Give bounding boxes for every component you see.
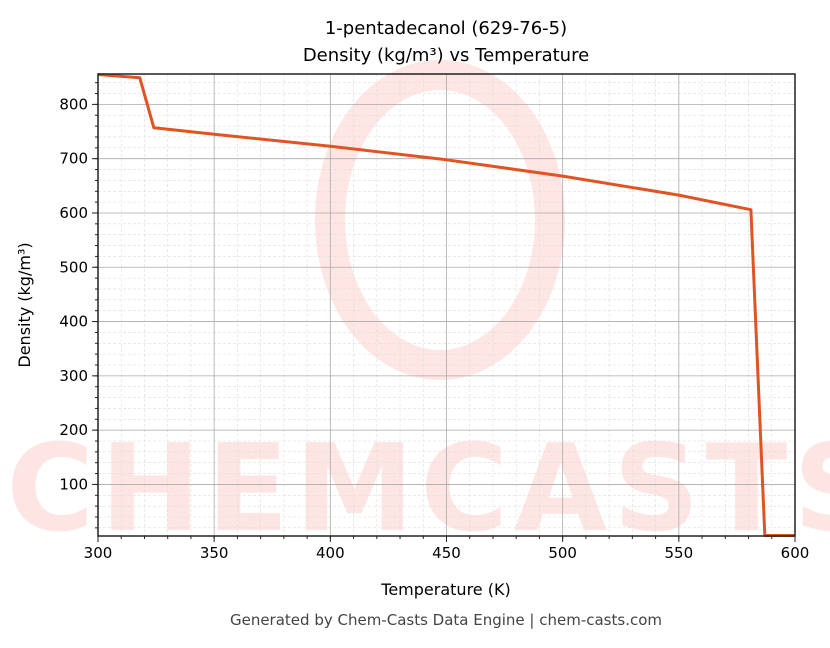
footer-text: Generated by Chem-Casts Data Engine | ch… — [230, 611, 662, 629]
chart-subtitle: Density (kg/m³) vs Temperature — [303, 45, 589, 66]
y-tick-label: 500 — [59, 258, 88, 276]
x-axis-label: Temperature (K) — [380, 580, 510, 599]
y-tick-label: 600 — [59, 204, 88, 222]
plot-frame — [97, 73, 796, 537]
x-tick-label: 550 — [665, 544, 694, 562]
x-tick-label: 350 — [200, 544, 229, 562]
x-tick-label: 300 — [84, 544, 113, 562]
x-tick-label: 600 — [781, 544, 810, 562]
x-tick-label: 500 — [548, 544, 577, 562]
y-tick-label: 100 — [59, 475, 88, 493]
y-tick-label: 300 — [59, 367, 88, 385]
chart-title: 1-pentadecanol (629-76-5) — [325, 18, 567, 39]
grid — [97, 74, 796, 536]
y-tick-label: 800 — [59, 95, 88, 113]
y-tick-label: 700 — [59, 150, 88, 168]
y-axis-label: Density (kg/m³) — [15, 242, 34, 367]
density-line — [97, 73, 795, 537]
y-tick-label: 200 — [59, 421, 88, 439]
x-tick-label: 450 — [432, 544, 461, 562]
y-tick-label: 400 — [59, 313, 88, 331]
ticks: 300 350 400 450 500 550 600 100 200 300 400 500 600 7… — [59, 82, 810, 562]
x-tick-label: 400 — [316, 544, 345, 562]
